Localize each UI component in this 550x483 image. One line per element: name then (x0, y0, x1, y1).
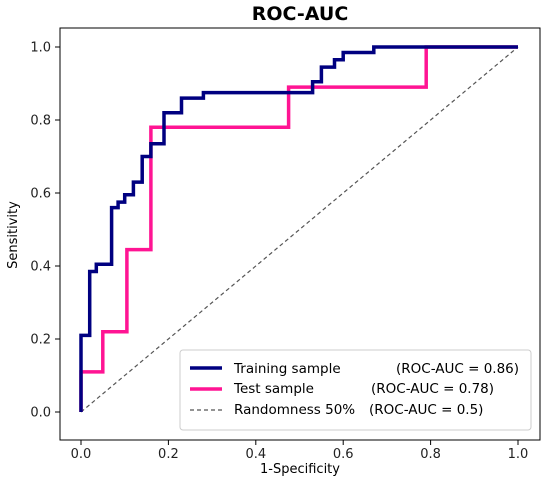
legend-label-training: Training sample (233, 361, 341, 377)
x-tick-label: 0.4 (245, 447, 266, 462)
y-tick-label: 0.4 (30, 260, 51, 275)
x-tick-label: 0.8 (420, 447, 441, 462)
legend-auc-test: (ROC-AUC = 0.78) (371, 381, 494, 397)
legend-label-test: Test sample (233, 381, 314, 397)
x-tick-label: 0.6 (333, 447, 354, 462)
legend: Training sample (ROC-AUC = 0.86) Test sa… (179, 349, 532, 431)
y-tick-label: 0.6 (30, 187, 51, 202)
y-axis-label: Sensitivity (6, 201, 21, 269)
x-tick-label: 0.2 (158, 447, 179, 462)
y-tick-label: 0.2 (30, 333, 51, 348)
x-tick-label: 0.0 (71, 447, 92, 462)
x-axis: 0.0 0.2 0.4 0.6 0.8 1.0 (71, 440, 529, 462)
series-line-test (79, 45, 518, 412)
series-line-training (79, 45, 518, 412)
x-axis-label: 1-Specificity (260, 462, 340, 477)
y-tick-label: 0.0 (30, 406, 51, 421)
legend-auc-training: (ROC-AUC = 0.86) (396, 361, 519, 377)
legend-label-random: Randomness 50% (234, 402, 355, 418)
y-axis: 0.0 0.2 0.4 0.6 0.8 1.0 (30, 41, 60, 421)
chart-title: ROC-AUC (252, 3, 349, 25)
y-tick-label: 0.8 (30, 114, 51, 129)
series-layer (79, 45, 519, 413)
legend-box (179, 349, 532, 431)
legend-auc-random: (ROC-AUC = 0.5) (369, 402, 483, 418)
x-tick-label: 1.0 (508, 447, 529, 462)
series-line-randomness (80, 46, 519, 413)
y-tick-label: 1.0 (30, 41, 51, 56)
